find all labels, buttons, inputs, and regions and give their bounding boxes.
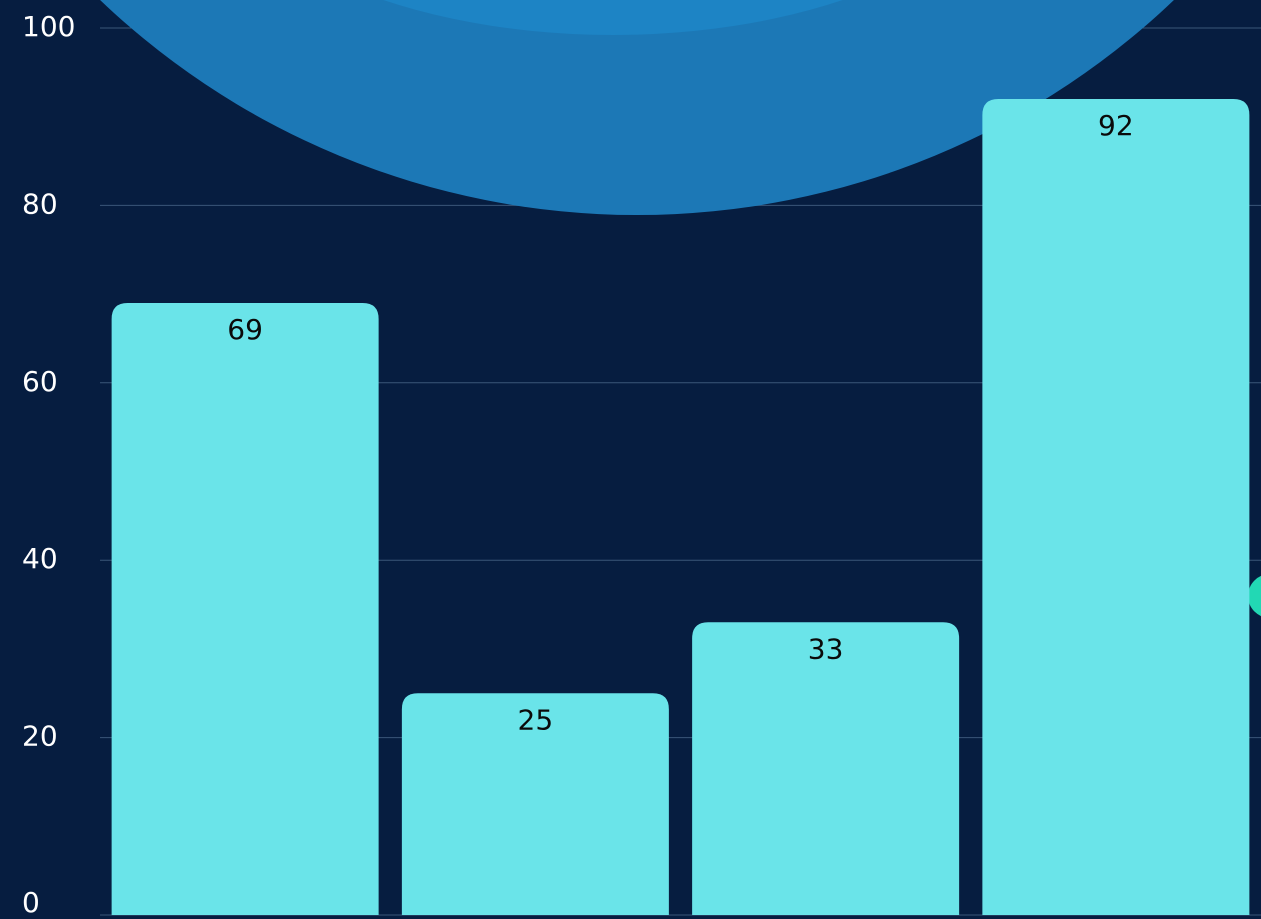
y-tick-label: 40 — [22, 542, 58, 575]
value-label: 33 — [808, 632, 844, 665]
decor-inner — [383, 0, 843, 35]
marks: 69 25 33 92 — [111, 98, 1250, 916]
value-label: 92 — [1098, 109, 1134, 142]
decor-blob — [1248, 575, 1261, 617]
bar — [111, 302, 379, 916]
y-tick-label: 60 — [22, 365, 58, 398]
y-tick-label: 100 — [22, 10, 75, 43]
bar — [982, 98, 1250, 915]
bar — [401, 693, 669, 915]
value-label: 69 — [227, 313, 263, 346]
bar — [692, 622, 960, 915]
decor-circle — [100, 0, 1174, 215]
value-label: 25 — [518, 703, 554, 736]
y-tick-label: 80 — [22, 187, 58, 220]
y-tick-label: 20 — [22, 720, 58, 753]
y-tick-label: 0 — [22, 886, 40, 919]
